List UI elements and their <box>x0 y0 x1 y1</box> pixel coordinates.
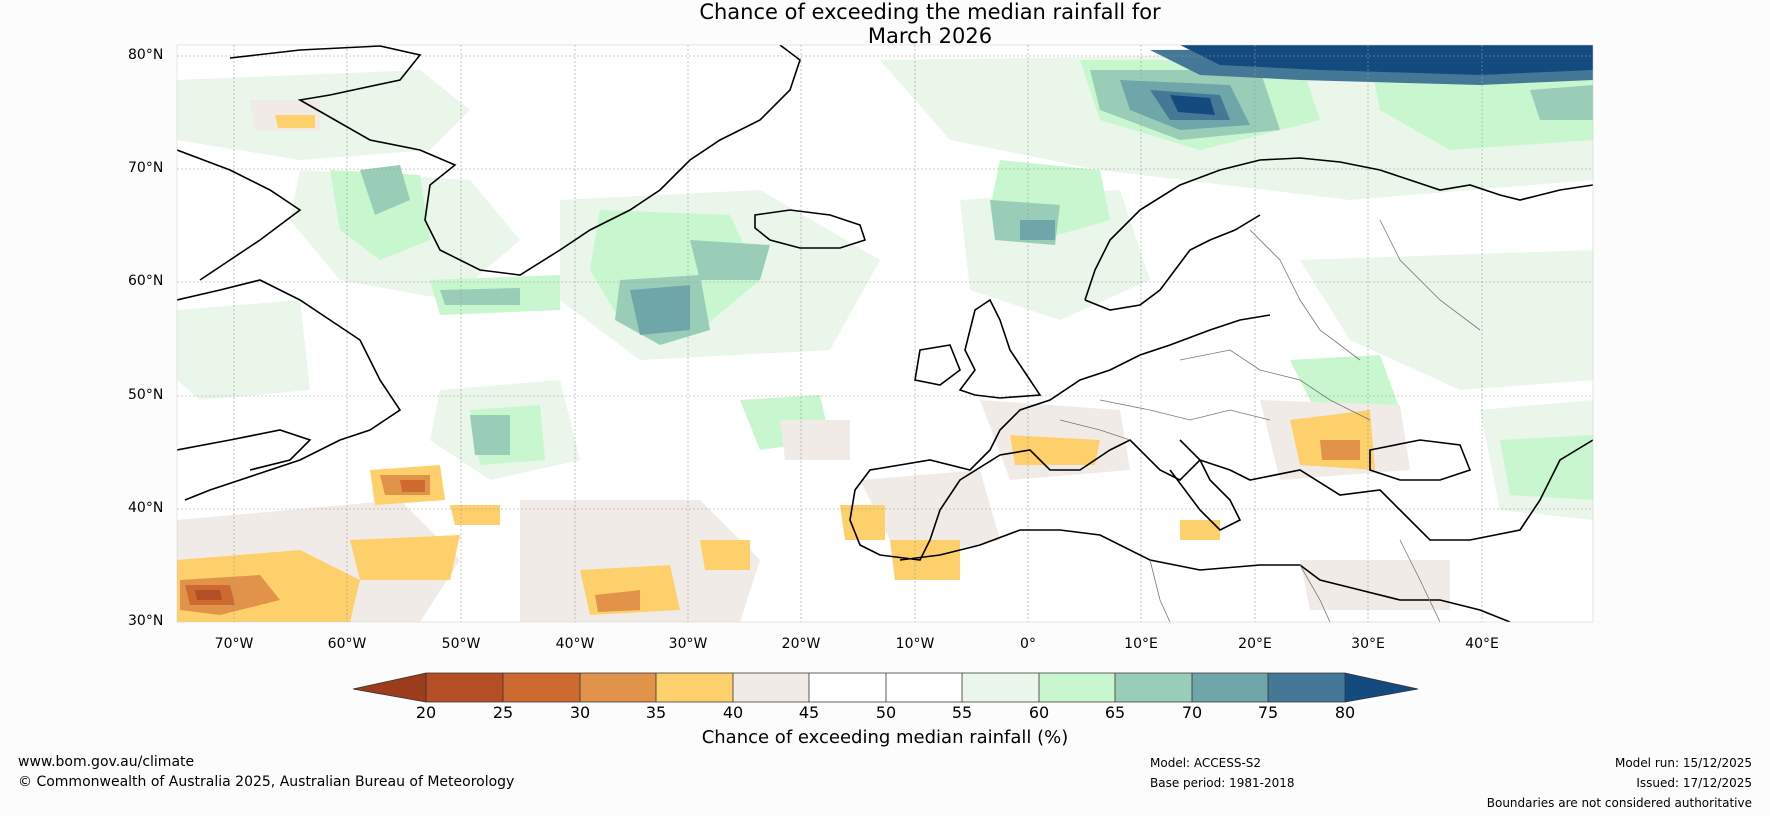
lon-label-50w: 50°W <box>441 636 481 652</box>
colorbar <box>352 672 1419 703</box>
lon-label-40e: 40°E <box>1465 636 1499 652</box>
colorbar-seg-50-55 <box>886 673 962 702</box>
colorbar-seg-60-65 <box>1039 673 1115 702</box>
colorbar-tick: 60 <box>1028 703 1050 722</box>
graticule <box>177 45 1593 622</box>
model-run-text: Model run: 15/12/2025 <box>1614 756 1752 770</box>
lon-label-10e: 10°E <box>1124 636 1158 652</box>
disclaimer-text: Boundaries are not considered authoritat… <box>1486 796 1752 810</box>
coastlines <box>177 45 1593 622</box>
issued-text: Issued: 17/12/2025 <box>1636 776 1752 790</box>
colorbar-tick: 75 <box>1257 703 1279 722</box>
lat-label-40n: 40°N <box>128 500 164 516</box>
colorbar-tick: 70 <box>1181 703 1203 722</box>
colorbar-seg-75-80 <box>1268 673 1345 702</box>
lat-label-60n: 60°N <box>128 273 164 289</box>
colorbar-tick: 65 <box>1104 703 1126 722</box>
colorbar-tick: 40 <box>722 703 744 722</box>
lat-label-50n: 50°N <box>128 387 164 403</box>
colorbar-seg-20-25 <box>426 673 503 702</box>
colorbar-tick: 30 <box>569 703 591 722</box>
lon-label-0: 0° <box>1020 636 1036 652</box>
lon-label-20w: 20°W <box>781 636 821 652</box>
chart-title-line2: March 2026 <box>867 24 993 48</box>
colorbar-tick: 35 <box>645 703 667 722</box>
colorbar-tick: 50 <box>875 703 897 722</box>
colorbar-tick: 45 <box>798 703 820 722</box>
lon-label-70w: 70°W <box>214 636 254 652</box>
colorbar-label: Chance of exceeding median rainfall (%) <box>701 727 1069 748</box>
chart-title-line1: Chance of exceeding the median rainfall … <box>699 0 1161 24</box>
lon-label-60w: 60°W <box>327 636 367 652</box>
colorbar-extend-low <box>353 673 426 702</box>
colorbar-seg-45-50 <box>809 673 886 702</box>
chart-title: Chance of exceeding the median rainfall … <box>0 0 1770 48</box>
colorbar-seg-40-45 <box>733 673 809 702</box>
probability-fields <box>177 45 1593 622</box>
colorbar-seg-70-75 <box>1192 673 1268 702</box>
colorbar-seg-25-30 <box>503 673 580 702</box>
colorbar-seg-30-35 <box>580 673 656 702</box>
lon-label-10w: 10°W <box>895 636 935 652</box>
colorbar-seg-35-40 <box>656 673 733 702</box>
lon-label-30e: 30°E <box>1351 636 1385 652</box>
colorbar-tick: 25 <box>492 703 514 722</box>
lon-label-20e: 20°E <box>1238 636 1272 652</box>
colorbar-seg-65-70 <box>1115 673 1192 702</box>
colorbar-tick: 20 <box>415 703 437 722</box>
lat-label-30n: 30°N <box>128 613 164 629</box>
model-text: Model: ACCESS-S2 <box>1150 756 1262 770</box>
borders <box>1059 219 1481 622</box>
lat-label-80n: 80°N <box>128 47 164 63</box>
lat-label-70n: 70°N <box>128 160 164 176</box>
website-link[interactable]: www.bom.gov.au/climate <box>18 754 195 770</box>
colorbar-tick: 55 <box>951 703 973 722</box>
lon-label-30w: 30°W <box>668 636 708 652</box>
colorbar-extend-high <box>1345 673 1418 702</box>
colorbar-tick: 80 <box>1334 703 1356 722</box>
colorbar-seg-55-60 <box>962 673 1039 702</box>
base-period-text: Base period: 1981-2018 <box>1150 776 1295 790</box>
copyright-text: © Commonwealth of Australia 2025, Austra… <box>18 774 515 790</box>
lon-label-40w: 40°W <box>555 636 595 652</box>
